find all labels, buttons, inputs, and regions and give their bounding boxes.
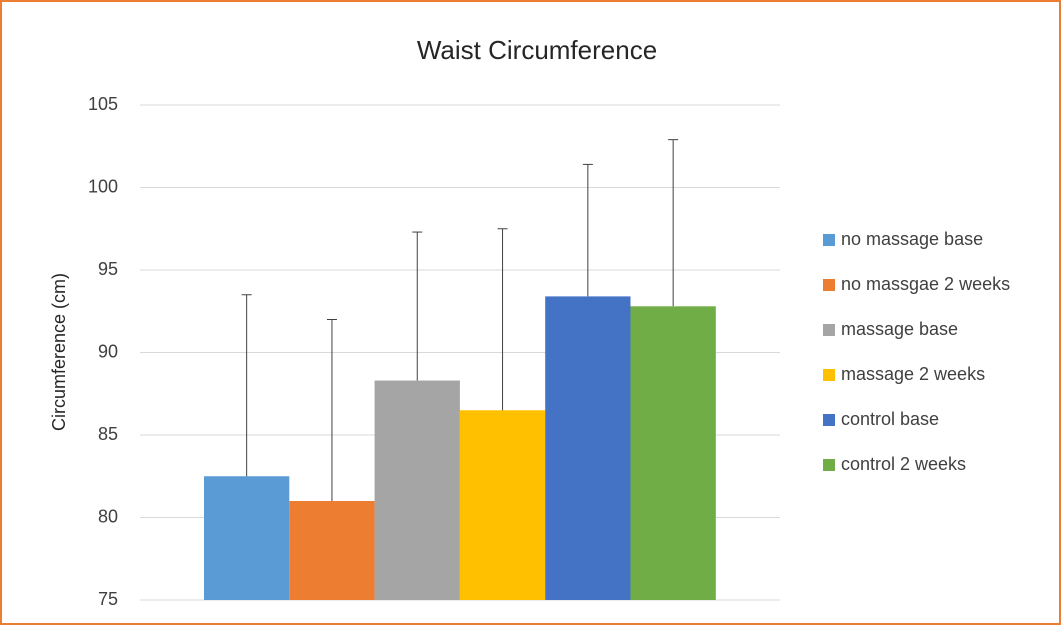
bar	[204, 476, 290, 600]
y-axis-label: Circumference (cm)	[49, 273, 69, 431]
legend-swatch	[823, 234, 835, 246]
y-tick-label: 85	[98, 424, 118, 444]
bar	[630, 306, 716, 600]
legend-label: massage base	[841, 319, 958, 339]
legend-label: control 2 weeks	[841, 454, 966, 474]
y-tick-label: 100	[88, 176, 118, 196]
legend-swatch	[823, 324, 835, 336]
y-tick-label: 95	[98, 259, 118, 279]
y-tick-label: 105	[88, 94, 118, 114]
y-tick-label: 90	[98, 341, 118, 361]
y-tick-label: 80	[98, 506, 118, 526]
legend-label: no massgae 2 weeks	[841, 274, 1010, 294]
legend-label: massage 2 weeks	[841, 364, 985, 384]
y-tick-label: 75	[98, 589, 118, 609]
bar	[459, 410, 546, 600]
legend-label: no massage base	[841, 229, 983, 249]
bar	[545, 296, 631, 600]
bar	[374, 380, 460, 600]
legend-swatch	[823, 414, 835, 426]
legend-swatch	[823, 279, 835, 291]
bar	[289, 501, 375, 600]
chart-title: Waist Circumference	[417, 35, 657, 65]
legend-swatch	[823, 459, 835, 471]
legend-label: control base	[841, 409, 939, 429]
legend-swatch	[823, 369, 835, 381]
